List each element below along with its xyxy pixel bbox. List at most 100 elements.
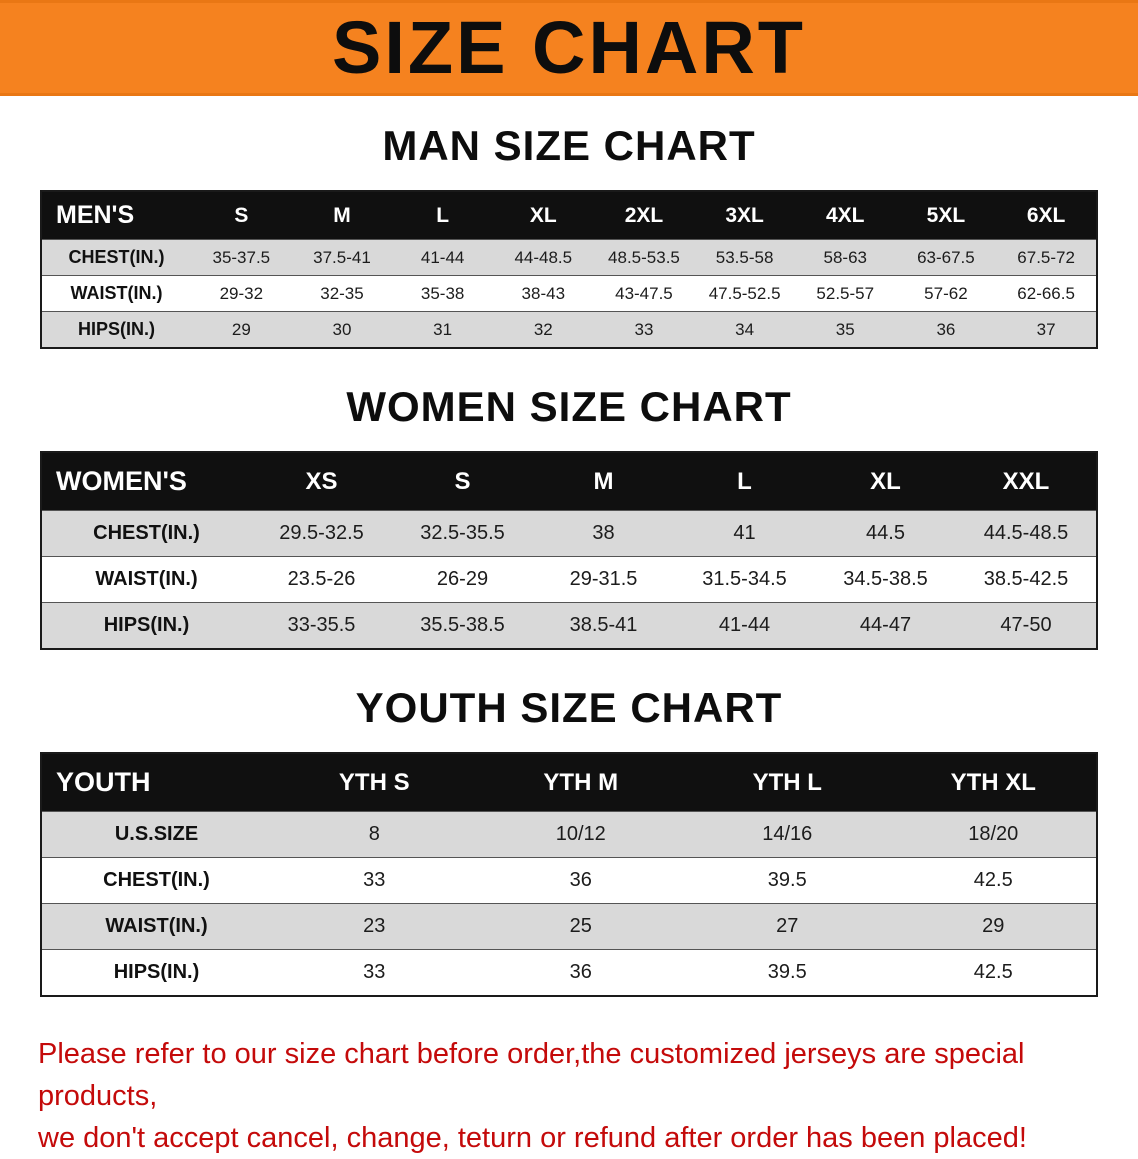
measurement-row: HIPS(IN.) 33-35.5 35.5-38.5 38.5-41 41-44 44-… bbox=[41, 602, 1097, 650]
size-value-cell: 29.5-32.5 bbox=[251, 510, 392, 557]
size-value-cell: 36 bbox=[477, 949, 684, 997]
table-header-row: MEN'S S M L XL 2XL 3XL 4XL 5XL 6XL bbox=[41, 190, 1097, 240]
size-value-cell: 27 bbox=[684, 903, 891, 950]
size-column-header: 5XL bbox=[895, 190, 997, 240]
size-value-cell: 41-44 bbox=[674, 602, 815, 650]
size-value-cell: 42.5 bbox=[890, 857, 1097, 904]
size-value-cell: 32-35 bbox=[291, 275, 393, 312]
size-value-cell: 8 bbox=[271, 811, 478, 858]
size-value-cell: 23.5-26 bbox=[251, 556, 392, 603]
women-section-heading: WOMEN SIZE CHART bbox=[346, 383, 792, 430]
measurement-row: CHEST(IN.) 35-37.5 37.5-41 41-44 44-48.5 48.5… bbox=[41, 239, 1097, 276]
row-label: U.S.SIZE bbox=[41, 811, 271, 858]
row-label: CHEST(IN.) bbox=[41, 510, 251, 557]
size-value-cell: 35-37.5 bbox=[191, 239, 292, 276]
policy-line-2: we don't accept cancel, change, teturn o… bbox=[38, 1122, 1027, 1155]
measurement-row: CHEST(IN.) 33 36 39.5 42.5 bbox=[41, 857, 1097, 904]
youth-section-heading: YOUTH SIZE CHART bbox=[355, 684, 783, 731]
table-header-row: WOMEN'S XS S M L XL XXL bbox=[41, 451, 1097, 511]
size-value-cell: 44-47 bbox=[815, 602, 956, 650]
size-value-cell: 29 bbox=[890, 903, 1097, 950]
size-column-header: XL bbox=[492, 190, 594, 240]
order-policy-note: Please refer to our size chart before or… bbox=[0, 1033, 1138, 1159]
size-value-cell: 33 bbox=[271, 857, 478, 904]
size-value-cell: 35.5-38.5 bbox=[392, 602, 533, 650]
table-title-cell: MEN'S bbox=[41, 190, 191, 240]
size-value-cell: 25 bbox=[477, 903, 684, 950]
men-size-chart-section: MAN SIZE CHART MEN'S S M L XL 2XL 3XL 4XL 5XL 6XL C… bbox=[0, 122, 1138, 349]
size-value-cell: 44.5 bbox=[815, 510, 956, 557]
size-value-cell: 34.5-38.5 bbox=[815, 556, 956, 603]
size-value-cell: 18/20 bbox=[890, 811, 1097, 858]
size-value-cell: 43-47.5 bbox=[593, 275, 695, 312]
size-value-cell: 33 bbox=[271, 949, 478, 997]
size-column-header: YTH L bbox=[684, 752, 891, 812]
measurement-row: HIPS(IN.) 29 30 31 32 33 34 35 36 37 bbox=[41, 311, 1097, 349]
measurement-row: WAIST(IN.) 23.5-26 26-29 29-31.5 31.5-34.5 34… bbox=[41, 556, 1097, 603]
row-label: HIPS(IN.) bbox=[41, 311, 191, 349]
size-column-header: M bbox=[291, 190, 393, 240]
size-value-cell: 57-62 bbox=[895, 275, 997, 312]
size-value-cell: 38-43 bbox=[492, 275, 594, 312]
men-section-heading: MAN SIZE CHART bbox=[382, 122, 756, 169]
size-value-cell: 35 bbox=[794, 311, 896, 349]
size-value-cell: 39.5 bbox=[684, 949, 891, 997]
size-value-cell: 23 bbox=[271, 903, 478, 950]
size-value-cell: 36 bbox=[477, 857, 684, 904]
size-value-cell: 36 bbox=[895, 311, 997, 349]
size-value-cell: 63-67.5 bbox=[895, 239, 997, 276]
size-value-cell: 41-44 bbox=[392, 239, 493, 276]
size-value-cell: 42.5 bbox=[890, 949, 1097, 997]
size-value-cell: 38.5-41 bbox=[533, 602, 674, 650]
row-label: WAIST(IN.) bbox=[41, 275, 191, 312]
measurement-row: HIPS(IN.) 33 36 39.5 42.5 bbox=[41, 949, 1097, 997]
size-value-cell: 10/12 bbox=[477, 811, 684, 858]
table-title-cell: WOMEN'S bbox=[41, 451, 251, 511]
policy-line-1: Please refer to our size chart before or… bbox=[38, 1038, 1025, 1113]
size-column-header: S bbox=[191, 190, 292, 240]
size-value-cell: 58-63 bbox=[794, 239, 896, 276]
measurement-row: U.S.SIZE 8 10/12 14/16 18/20 bbox=[41, 811, 1097, 858]
size-value-cell: 29-32 bbox=[191, 275, 292, 312]
size-value-cell: 47-50 bbox=[956, 602, 1097, 650]
size-value-cell: 31 bbox=[392, 311, 493, 349]
size-column-header: XL bbox=[815, 451, 956, 511]
row-label: HIPS(IN.) bbox=[41, 949, 271, 997]
size-value-cell: 62-66.5 bbox=[996, 275, 1097, 312]
men-size-table: MEN'S S M L XL 2XL 3XL 4XL 5XL 6XL CHEST(IN.) 35-37… bbox=[40, 190, 1098, 349]
size-column-header: YTH XL bbox=[890, 752, 1097, 812]
row-label: CHEST(IN.) bbox=[41, 857, 271, 904]
size-column-header: 6XL bbox=[996, 190, 1097, 240]
size-column-header: XS bbox=[251, 451, 392, 511]
size-value-cell: 31.5-34.5 bbox=[674, 556, 815, 603]
size-value-cell: 44-48.5 bbox=[492, 239, 594, 276]
measurement-row: WAIST(IN.) 23 25 27 29 bbox=[41, 903, 1097, 950]
banner-title: SIZE CHART bbox=[332, 6, 806, 89]
table-header-row: YOUTH YTH S YTH M YTH L YTH XL bbox=[41, 752, 1097, 812]
size-value-cell: 35-38 bbox=[392, 275, 493, 312]
women-size-chart-section: WOMEN SIZE CHART WOMEN'S XS S M L XL XXL CHEST(I… bbox=[0, 383, 1138, 650]
size-column-header: 2XL bbox=[593, 190, 695, 240]
size-value-cell: 37 bbox=[996, 311, 1097, 349]
size-value-cell: 38.5-42.5 bbox=[956, 556, 1097, 603]
size-value-cell: 41 bbox=[674, 510, 815, 557]
size-value-cell: 52.5-57 bbox=[794, 275, 896, 312]
size-column-header: 4XL bbox=[794, 190, 896, 240]
size-value-cell: 48.5-53.5 bbox=[593, 239, 695, 276]
size-value-cell: 67.5-72 bbox=[996, 239, 1097, 276]
measurement-row: WAIST(IN.) 29-32 32-35 35-38 38-43 43-47.5 47.… bbox=[41, 275, 1097, 312]
size-value-cell: 37.5-41 bbox=[291, 239, 393, 276]
size-chart-banner: SIZE CHART bbox=[0, 0, 1138, 96]
size-column-header: XXL bbox=[956, 451, 1097, 511]
size-column-header: M bbox=[533, 451, 674, 511]
women-size-table: WOMEN'S XS S M L XL XXL CHEST(IN.) 29.5-32.5 32.5… bbox=[40, 451, 1098, 650]
size-value-cell: 32 bbox=[492, 311, 594, 349]
size-column-header: YTH S bbox=[271, 752, 478, 812]
size-value-cell: 34 bbox=[694, 311, 795, 349]
size-value-cell: 53.5-58 bbox=[694, 239, 795, 276]
table-title-cell: YOUTH bbox=[41, 752, 271, 812]
size-value-cell: 47.5-52.5 bbox=[694, 275, 795, 312]
size-value-cell: 30 bbox=[291, 311, 393, 349]
youth-size-table: YOUTH YTH S YTH M YTH L YTH XL U.S.SIZE 8 10/12… bbox=[40, 752, 1098, 997]
